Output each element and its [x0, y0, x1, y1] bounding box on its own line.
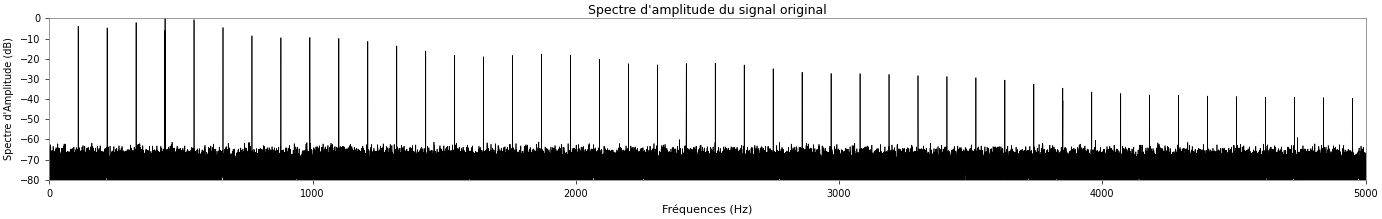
Title: Spectre d'amplitude du signal original: Spectre d'amplitude du signal original: [587, 4, 826, 17]
Y-axis label: Spectre d'Amplitude (dB): Spectre d'Amplitude (dB): [4, 38, 14, 161]
X-axis label: Fréquences (Hz): Fréquences (Hz): [662, 204, 753, 215]
